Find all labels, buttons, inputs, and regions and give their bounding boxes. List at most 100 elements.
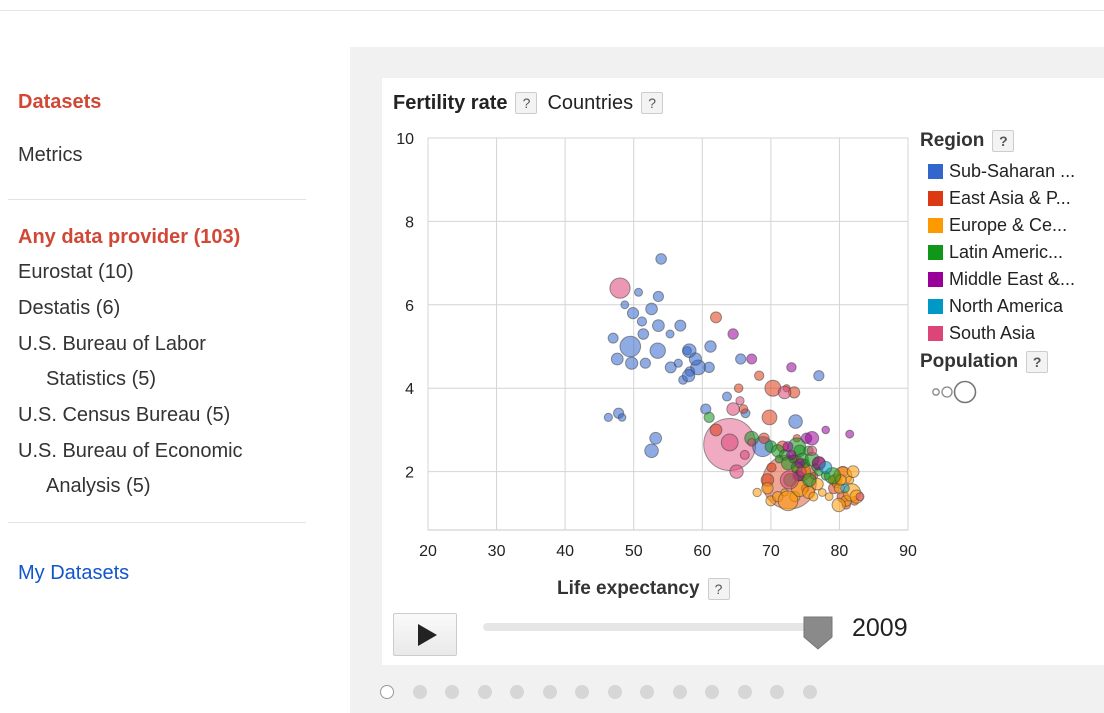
provider-link-bea-cont[interactable]: Analysis (5): [46, 475, 151, 497]
legend-label: South Asia: [949, 323, 1036, 343]
legend-item[interactable]: Sub-Saharan ...: [920, 158, 1104, 185]
region-legend-title[interactable]: Region: [920, 130, 985, 151]
dimension-selector[interactable]: Countries: [547, 91, 634, 114]
pagination-dot[interactable]: [380, 685, 394, 699]
legend-swatch: [928, 218, 943, 233]
country-bubble: [681, 369, 696, 383]
x-axis-selector[interactable]: Life expectancy: [557, 578, 700, 599]
country-bubble: [754, 370, 765, 381]
country-bubble: [655, 253, 667, 265]
country-bubble: [796, 466, 807, 477]
x-tick-label: 60: [693, 543, 711, 560]
sidebar-metrics-link[interactable]: Metrics: [18, 144, 83, 166]
pagination-dot[interactable]: [705, 685, 719, 699]
sidebar-datasets-link[interactable]: Datasets: [18, 91, 102, 113]
legend-label: Sub-Saharan ...: [949, 161, 1076, 181]
country-bubble: [673, 358, 683, 368]
time-slider-track[interactable]: [483, 623, 823, 631]
country-bubble: [735, 353, 747, 365]
pagination-dot[interactable]: [672, 685, 687, 699]
pagination-dot[interactable]: [575, 685, 589, 699]
country-bubble: [665, 329, 675, 339]
pagination-dot[interactable]: [802, 685, 817, 699]
country-bubble: [704, 340, 717, 353]
country-bubble: [664, 361, 677, 374]
country-bubble: [840, 483, 850, 494]
country-bubble: [710, 311, 722, 324]
country-bubble: [603, 412, 613, 423]
country-bubble: [652, 319, 665, 333]
time-slider-thumb[interactable]: [802, 615, 834, 651]
country-bubble: [774, 454, 784, 464]
provider-link-eurostat[interactable]: Eurostat (10): [18, 261, 134, 283]
region-legend-heading: Region ?: [920, 130, 1104, 152]
country-bubble: [649, 431, 663, 445]
country-bubble: [649, 342, 666, 359]
provider-link-bea[interactable]: U.S. Bureau of Economic: [18, 440, 243, 462]
country-bubble: [821, 425, 831, 435]
dimension-help-icon[interactable]: ?: [641, 92, 664, 114]
region-help-icon[interactable]: ?: [992, 130, 1015, 152]
play-button[interactable]: [393, 613, 457, 656]
country-bubble: [766, 462, 777, 473]
pagination-dot[interactable]: [640, 685, 654, 699]
country-bubble: [761, 409, 778, 426]
country-bubble: [620, 300, 630, 310]
legend-label: North America: [949, 296, 1064, 316]
legend-swatch: [928, 191, 943, 206]
my-datasets-link[interactable]: My Datasets: [18, 562, 130, 584]
country-bubble: [726, 402, 740, 416]
country-bubble: [738, 404, 749, 414]
country-bubble: [639, 357, 651, 369]
country-bubble: [709, 423, 723, 437]
population-help-icon[interactable]: ?: [1026, 351, 1049, 373]
pagination-dot[interactable]: [510, 685, 524, 699]
legend-item[interactable]: Latin Americ...: [920, 239, 1104, 266]
country-bubble: [746, 353, 758, 365]
country-bubble: [761, 482, 774, 495]
pagination-dot[interactable]: [477, 685, 492, 699]
y-tick-label: 2: [405, 465, 414, 482]
bubble-chart[interactable]: 2 4 6 8 10 20 30 40 50 60 70 80 90: [382, 78, 1104, 573]
country-bubble: [752, 487, 762, 498]
provider-filter-heading[interactable]: Any data provider (103): [18, 226, 241, 248]
country-bubble: [626, 307, 640, 320]
provider-link-destatis[interactable]: Destatis (6): [18, 297, 121, 319]
provider-link-census[interactable]: U.S. Census Bureau (5): [18, 404, 231, 426]
pagination-dot[interactable]: [445, 685, 459, 699]
country-bubble: [824, 492, 834, 502]
legend-item[interactable]: Europe & Ce...: [920, 212, 1104, 239]
play-icon: [417, 623, 437, 646]
pagination-dot[interactable]: [770, 685, 784, 699]
pagination-dot[interactable]: [737, 685, 752, 699]
country-bubble: [806, 445, 818, 456]
x-tick-label: 80: [831, 543, 849, 560]
chart-title-row: Fertility rate ? Countries ?: [393, 90, 664, 116]
pagination-dot[interactable]: [542, 685, 557, 699]
legend-item[interactable]: South Asia: [920, 320, 1104, 347]
population-legend-title[interactable]: Population: [920, 351, 1019, 372]
provider-link-bls[interactable]: U.S. Bureau of Labor: [18, 333, 206, 355]
metric-help-icon[interactable]: ?: [515, 92, 538, 114]
pagination-dot[interactable]: [412, 685, 427, 699]
legend-item[interactable]: North America: [920, 293, 1104, 320]
legend-item[interactable]: East Asia & P...: [920, 185, 1104, 212]
country-bubble: [735, 396, 745, 406]
country-bubble: [644, 443, 659, 459]
y-tick-label: 4: [405, 381, 414, 398]
x-tick-label: 20: [419, 543, 437, 560]
provider-link-bls-cont[interactable]: Statistics (5): [46, 368, 157, 390]
x-axis-help-icon[interactable]: ?: [707, 578, 730, 600]
legend-item[interactable]: Middle East &...: [920, 266, 1104, 293]
country-bubble: [610, 352, 624, 366]
legend-swatch: [928, 164, 943, 179]
country-bubble: [721, 391, 732, 402]
chart-card: Fertility rate ? Countries ? 2 4 6 8 10 20 30…: [382, 78, 1104, 665]
x-axis-title-row: Life expectancy ?: [557, 578, 730, 600]
y-tick-label: 6: [405, 298, 414, 315]
country-bubble: [813, 370, 825, 382]
legend-label: Middle East &...: [949, 269, 1076, 289]
metric-selector[interactable]: Fertility rate: [393, 91, 508, 114]
population-legend-heading: Population ?: [920, 351, 1104, 373]
pagination-dot[interactable]: [607, 685, 622, 699]
